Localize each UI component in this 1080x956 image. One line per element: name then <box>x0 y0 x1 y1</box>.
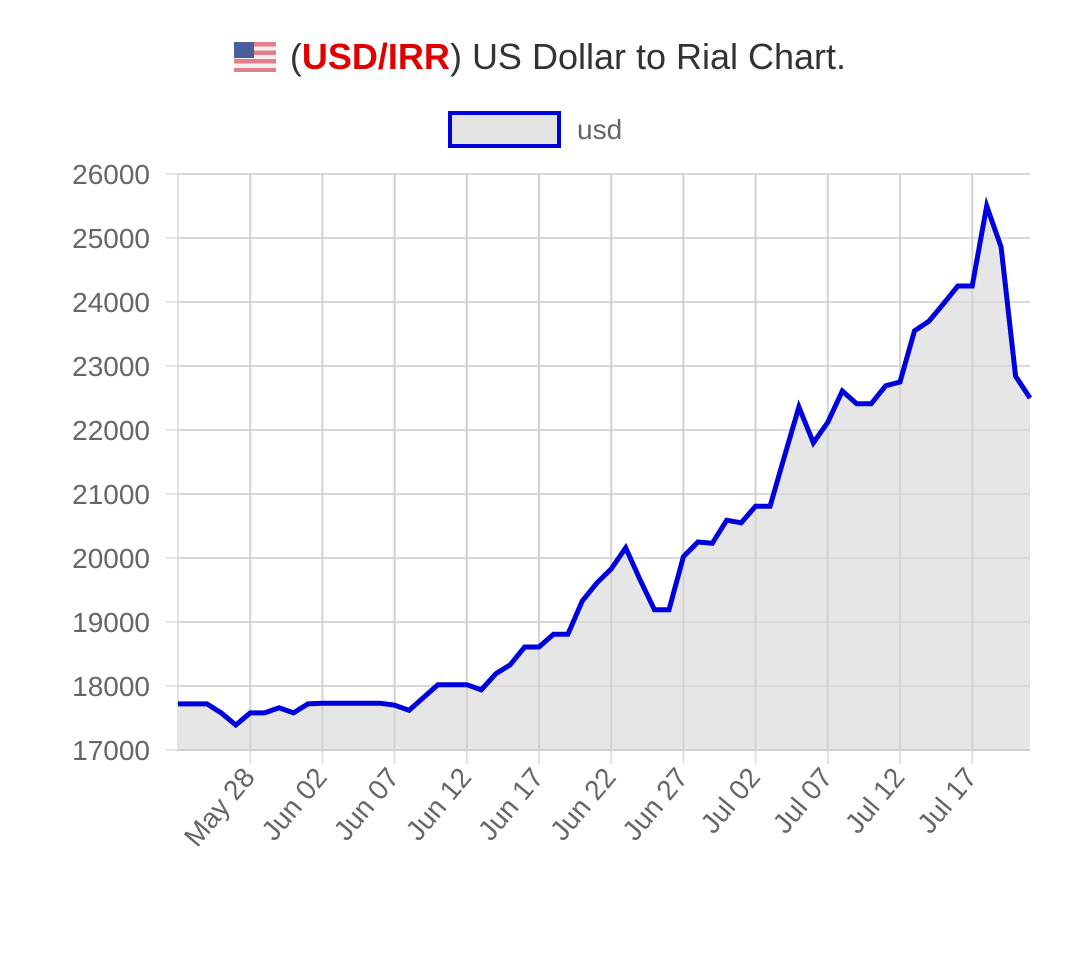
data-point <box>437 684 439 686</box>
y-tick-label: 21000 <box>72 479 150 510</box>
data-point <box>986 205 988 207</box>
y-tick-label: 23000 <box>72 351 150 382</box>
us-flag-icon <box>233 42 276 72</box>
data-point <box>913 330 915 332</box>
data-point <box>596 582 598 584</box>
x-tick-label: Jul 02 <box>694 762 766 839</box>
series-line-usd <box>178 196 1033 729</box>
data-point <box>740 522 742 524</box>
data-point <box>784 455 786 457</box>
data-point <box>206 703 208 705</box>
y-tick-label: 17000 <box>72 735 150 766</box>
data-point <box>769 505 771 507</box>
title-text: US Dollar to Rial Chart. <box>471 36 847 77</box>
data-point <box>856 403 858 405</box>
data-point <box>567 633 569 635</box>
y-tick-label: 25000 <box>72 223 150 254</box>
data-point <box>639 579 641 581</box>
y-tick-label: 19000 <box>72 607 150 638</box>
data-point <box>293 712 295 714</box>
x-tick-label: Jul 12 <box>839 762 911 839</box>
x-tick-label: May 28 <box>178 762 261 852</box>
data-point <box>827 421 829 423</box>
data-point <box>654 609 656 611</box>
data-point <box>682 556 684 558</box>
data-point <box>350 702 352 704</box>
data-point <box>538 646 540 648</box>
y-tick-label: 24000 <box>72 287 150 318</box>
currency-pair: USD/IRR <box>301 36 450 77</box>
data-point <box>495 673 497 675</box>
data-point <box>509 664 511 666</box>
x-tick-label: Jun 07 <box>327 762 405 846</box>
data-point <box>249 712 251 714</box>
data-point <box>365 702 367 704</box>
data-point <box>625 547 627 549</box>
data-point <box>422 697 424 699</box>
data-point <box>812 442 814 444</box>
y-tick-label: 22000 <box>72 415 150 446</box>
data-point <box>711 542 713 544</box>
data-point <box>235 724 237 726</box>
legend-label: usd <box>577 114 622 145</box>
data-point <box>885 385 887 387</box>
data-point <box>191 703 193 705</box>
data-point <box>321 702 323 704</box>
data-point <box>581 600 583 602</box>
title-paren-open: ( <box>289 36 302 77</box>
data-point <box>697 541 699 543</box>
data-point <box>1000 246 1002 248</box>
y-tick-label: 18000 <box>72 671 150 702</box>
data-point <box>394 704 396 706</box>
data-point <box>177 703 179 705</box>
data-point <box>480 689 482 691</box>
data-point <box>451 684 453 686</box>
data-point <box>798 406 800 408</box>
x-tick-label: Jun 22 <box>544 762 622 846</box>
area-fill <box>178 206 1030 750</box>
data-point <box>220 712 222 714</box>
data-point <box>307 703 309 705</box>
data-point <box>942 303 944 305</box>
data-point <box>971 285 973 287</box>
data-point <box>1029 397 1031 399</box>
data-point <box>668 609 670 611</box>
data-point <box>870 403 872 405</box>
data-point <box>957 285 959 287</box>
title-paren-close: ) <box>449 36 472 77</box>
legend-swatch <box>448 111 561 148</box>
chart-title: (USD/IRR) US Dollar to Rial Chart. <box>0 36 1080 78</box>
data-point <box>524 646 526 648</box>
data-point <box>899 381 901 383</box>
data-point <box>466 684 468 686</box>
y-tick-label: 26000 <box>72 159 150 190</box>
y-tick-label: 20000 <box>72 543 150 574</box>
data-point <box>552 633 554 635</box>
x-tick-label: Jun 12 <box>400 762 478 846</box>
data-point <box>278 707 280 709</box>
x-tick-label: Jun 17 <box>472 762 550 846</box>
data-point <box>379 702 381 704</box>
data-point <box>264 712 266 714</box>
data-point <box>928 320 930 322</box>
data-point <box>841 390 843 392</box>
data-point <box>755 505 757 507</box>
x-tick-label: Jul 07 <box>767 762 839 839</box>
data-point <box>1015 375 1017 377</box>
x-tick-label: Jun 02 <box>255 762 333 846</box>
data-point <box>610 568 612 570</box>
data-point <box>336 702 338 704</box>
x-tick-label: Jun 27 <box>616 762 694 846</box>
x-tick-label: Jul 17 <box>911 762 983 839</box>
data-point <box>726 519 728 521</box>
data-point <box>408 709 410 711</box>
